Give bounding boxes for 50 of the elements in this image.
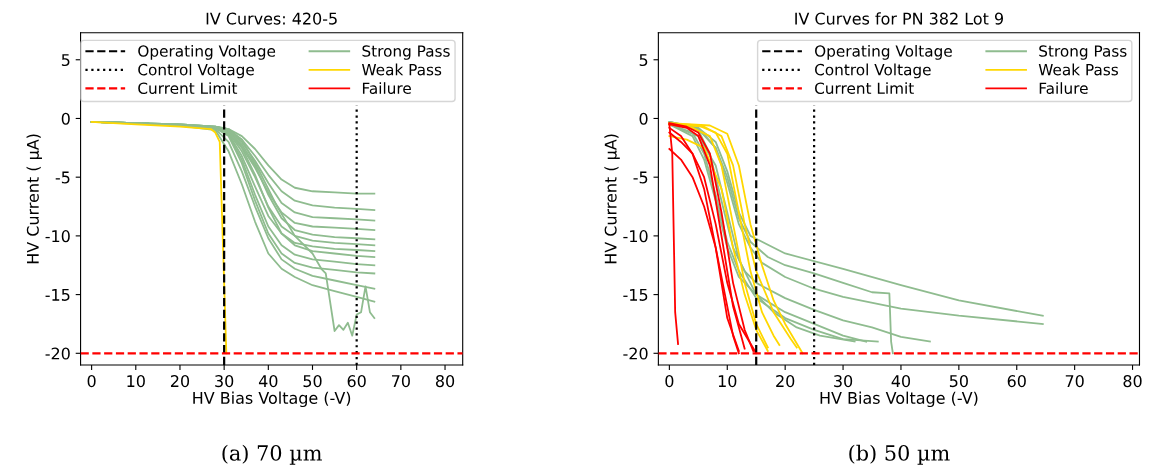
x-tick-label: 40 xyxy=(258,375,278,388)
x-tick-label: 0 xyxy=(665,375,674,388)
y-axis-title: HV Current ( μA) xyxy=(604,134,620,264)
y-tick-label: 5 xyxy=(639,54,648,67)
text: (b) 50 µm xyxy=(849,444,950,465)
legend-label: Weak Pass xyxy=(361,63,442,76)
x-tick-label: 10 xyxy=(718,375,737,388)
x-tick-label: 60 xyxy=(1007,375,1026,388)
legend-label: Weak Pass xyxy=(1038,63,1118,76)
x-tick-label: 70 xyxy=(1065,375,1084,388)
x-tick-label: 70 xyxy=(392,375,410,388)
y-tick-label: -5 xyxy=(633,171,648,184)
legend-label: Failure xyxy=(362,82,411,95)
x-tick-label: 30 xyxy=(834,375,853,388)
y-tick-label: 0 xyxy=(61,112,70,125)
y-tick-label: -5 xyxy=(55,171,70,184)
x-tick-label: 50 xyxy=(949,375,968,388)
legend-label: Current Limit xyxy=(815,82,914,95)
x-tick-label: 60 xyxy=(347,375,366,388)
legend-label: Strong Pass xyxy=(1039,45,1127,60)
x-tick-label: 10 xyxy=(127,375,145,388)
legend-label: Strong Pass xyxy=(362,45,450,60)
x-tick-label: 50 xyxy=(303,375,322,388)
x-axis-title: HV Bias Voltage (-V) xyxy=(820,391,978,408)
y-tick-label: 5 xyxy=(61,54,70,67)
legend-label: Failure xyxy=(1039,82,1088,95)
y-tick-label: -15 xyxy=(623,289,648,301)
x-tick-label: 20 xyxy=(170,375,190,388)
x-axis-title: HV Bias Voltage (-V) xyxy=(193,391,351,408)
y-axis-title: HV Current ( μA) xyxy=(26,134,42,264)
chart-title: IV Curves: 420-5 xyxy=(206,12,337,25)
y-tick-label: -20 xyxy=(623,347,648,360)
y-tick-label: -20 xyxy=(45,347,70,360)
y-tick-label: -15 xyxy=(45,289,70,301)
x-tick-label: 80 xyxy=(1123,375,1142,388)
x-tick-label: 0 xyxy=(87,375,96,388)
x-tick-label: 80 xyxy=(435,375,455,388)
chart-title: IV Curves for PN 382 Lot 9 xyxy=(795,12,1003,25)
y-tick-label: -10 xyxy=(623,230,648,243)
y-tick-label: -10 xyxy=(45,230,70,243)
x-tick-label: 30 xyxy=(215,375,234,388)
legend-label: Control Voltage xyxy=(138,63,254,79)
legend-label: Operating Voltage xyxy=(138,44,276,60)
y-tick-label: 0 xyxy=(639,112,648,125)
text: (a) 70 µm xyxy=(222,444,322,465)
x-tick-label: 40 xyxy=(891,375,911,388)
legend-label: Operating Voltage xyxy=(815,44,952,60)
legend-label: Control Voltage xyxy=(815,63,931,79)
legend-label: Current Limit xyxy=(138,82,238,95)
x-tick-label: 20 xyxy=(776,375,795,388)
